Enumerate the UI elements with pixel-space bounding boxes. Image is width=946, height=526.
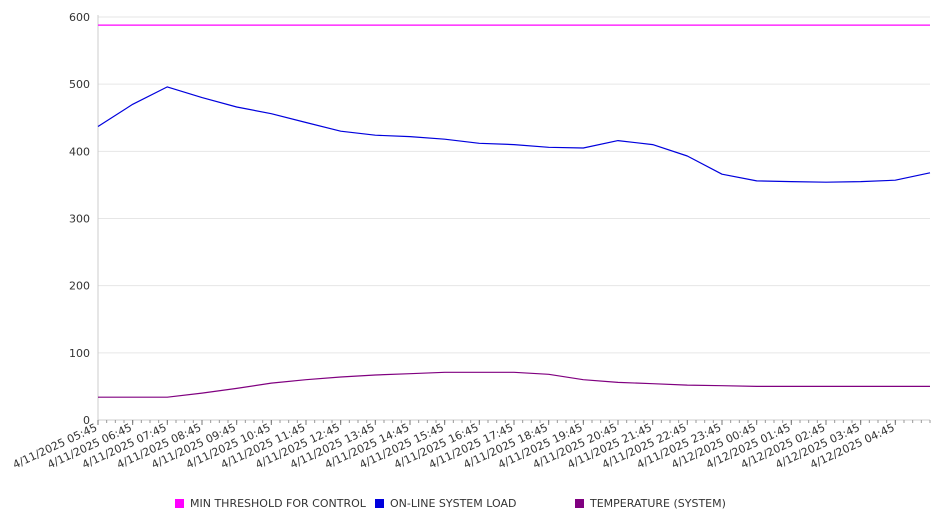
- legend-item-temperature-system[interactable]: TEMPERATURE (SYSTEM): [575, 497, 726, 510]
- series-line-temperature-system: [98, 371, 930, 398]
- legend-item-online-system-load[interactable]: ON-LINE SYSTEM LOAD: [375, 497, 516, 510]
- legend-swatch-temperature-system: [575, 499, 584, 508]
- y-tick-label: 0: [83, 414, 90, 427]
- legend-swatch-online-system-load: [375, 499, 384, 508]
- legend-swatch-min-threshold: [175, 499, 184, 508]
- series-lines: [97, 24, 931, 398]
- legend-label-online-system-load: ON-LINE SYSTEM LOAD: [390, 497, 517, 510]
- grid-lines: [98, 16, 930, 354]
- series-line-online-system-load: [97, 86, 931, 183]
- legend-item-min-threshold[interactable]: MIN THRESHOLD FOR CONTROL: [175, 497, 366, 510]
- y-axis-ticks: 0 100 200 300 400 500 600: [69, 11, 90, 427]
- legend: MIN THRESHOLD FOR CONTROL ON-LINE SYSTEM…: [0, 497, 946, 515]
- y-tick-label: 300: [69, 213, 90, 226]
- y-tick-label: 100: [69, 347, 90, 360]
- y-tick-label: 200: [69, 280, 90, 293]
- x-axis-ticks: 4/11/2025 05:454/11/2025 06:454/11/2025 …: [11, 421, 897, 471]
- y-tick-label: 500: [69, 78, 90, 91]
- legend-label-temperature-system: TEMPERATURE (SYSTEM): [590, 497, 726, 510]
- legend-label-min-threshold: MIN THRESHOLD FOR CONTROL: [190, 497, 366, 510]
- y-tick-label: 400: [69, 145, 90, 158]
- axes: [97, 15, 931, 425]
- y-tick-label: 600: [69, 11, 90, 24]
